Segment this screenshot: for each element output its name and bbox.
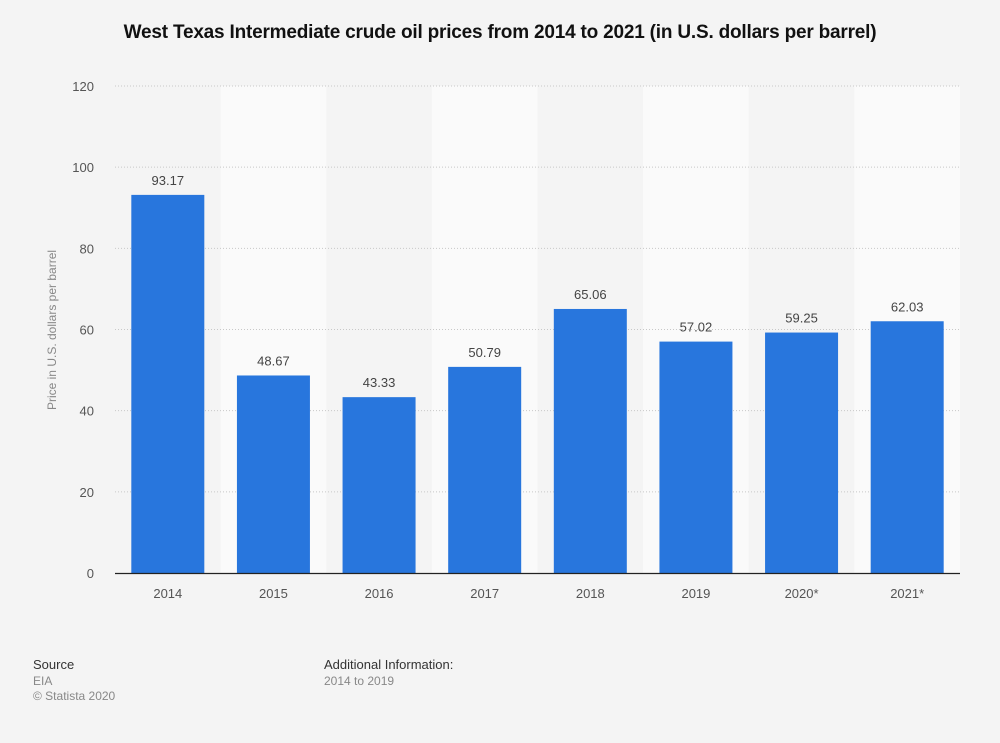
additional-info-block: Additional Information: 2014 to 2019 [324,657,453,688]
y-tick-label: 40 [80,404,94,419]
bar [765,332,839,573]
x-tick-label: 2018 [576,586,605,601]
x-tick-label: 2015 [259,586,288,601]
bar [553,308,627,573]
bar [448,366,522,573]
y-axis-label: Price in U.S. dollars per barrel [45,250,59,410]
bars [131,194,944,574]
bar [131,194,205,574]
x-tick-label: 2021* [890,586,924,601]
x-tick-label: 2014 [153,586,182,601]
x-tick-label: 2016 [365,586,394,601]
value-label: 93.17 [152,173,185,188]
y-tick-label: 100 [72,160,94,175]
y-axis-ticks: 0 20 40 60 80 100 120 [72,79,94,581]
value-label: 59.25 [785,311,818,326]
bar [236,375,310,573]
bar [870,321,944,573]
value-label: 62.03 [891,299,924,314]
x-tick-label: 2019 [681,586,710,601]
x-axis-ticks: 2014 2015 2016 2017 2018 2019 2020* 2021* [153,586,924,601]
y-tick-label: 20 [80,485,94,500]
value-label: 65.06 [574,287,607,302]
value-label: 57.02 [680,320,713,335]
x-tick-label: 2017 [470,586,499,601]
value-label: 48.67 [257,353,290,368]
value-label: 50.79 [468,345,501,360]
bar [659,341,733,573]
copyright: © Statista 2020 [33,689,116,703]
source-value: EIA [33,674,53,688]
y-tick-label: 120 [72,79,94,94]
additional-info-label: Additional Information: [324,657,454,672]
bar [342,397,416,573]
y-tick-label: 0 [87,566,94,581]
y-tick-label: 60 [80,323,94,338]
value-labels: 93.17 48.67 43.33 50.79 65.06 57.02 59.25 62.03 [152,173,924,390]
source-block: Source EIA © Statista 2020 [33,657,115,703]
x-tick-label: 2020* [785,586,819,601]
additional-info-value: 2014 to 2019 [324,674,395,688]
value-label: 43.33 [363,375,396,390]
y-tick-label: 80 [80,241,94,256]
source-label: Source [33,657,75,672]
chart-title: West Texas Intermediate crude oil prices… [123,22,877,43]
